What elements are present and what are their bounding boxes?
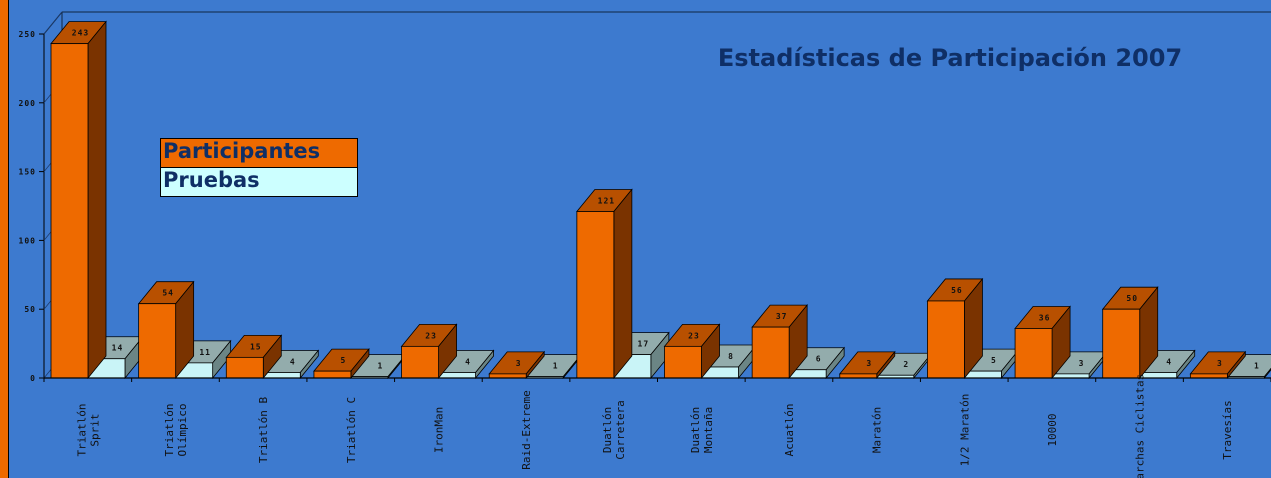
bar-participantes [50,20,107,380]
bar-pruebas-value-label: 5 [991,356,997,365]
bar-participantes-value-label: 121 [598,197,615,206]
x-category-label: Carretera [614,400,627,460]
bar-participantes-front [488,373,527,379]
bar-participantes-front [225,356,264,379]
legend-participantes: Participantes [161,139,357,167]
x-category-label: Triatlón C [345,397,358,463]
bar-participantes [751,303,808,380]
bar-pruebas-value-label: 6 [816,355,822,364]
bar-participantes-value-label: 15 [250,342,262,351]
y-tick-label: 250 [19,30,36,39]
legend: Participantes Pruebas [160,138,358,197]
bar-participantes [400,323,458,380]
x-category-label: Marchas Ciclistas [1134,374,1147,478]
bar-participantes-value-label: 3 [866,359,872,368]
bar-participantes-value-label: 54 [162,289,174,298]
bar-pruebas-value-label: 11 [199,348,211,357]
bar-participantes-value-label: 23 [425,331,437,340]
x-category-label: Montaña [702,407,715,453]
bar-pruebas-value-label: 1 [553,362,559,371]
bar-participantes-value-label: 243 [72,29,89,38]
bar-pruebas-value-label: 1 [378,362,384,371]
bar-pruebas-value-label: 4 [465,357,471,366]
bar-pruebas-value-label: 17 [638,340,650,349]
bar-participantes-front [138,303,177,379]
bar-participantes [663,323,721,380]
x-category-label: Acuatlón [783,404,796,457]
bar-participantes-value-label: 56 [951,286,963,295]
bar-participantes-side [87,20,107,380]
x-category-label: Olímpico [176,404,189,457]
y-tick-label: 50 [24,305,36,314]
bar-pruebas-value-label: 2 [903,360,909,369]
bar-pruebas-value-label: 8 [728,352,734,361]
bar-pruebas [262,349,320,380]
bar-participantes [1014,305,1071,380]
bar-participantes-front [927,300,965,379]
y-tick-label: 0 [30,374,36,383]
x-category-label: Duatlón [601,407,614,453]
x-category-label: Sprit [88,413,101,446]
bar-pruebas-value-label: 14 [112,344,124,353]
x-category-label: Raid-Extreme [520,390,533,469]
bar-pruebas-front [964,370,1002,379]
bar-participantes-front [664,345,702,379]
x-category-label: Triatlón [163,404,176,457]
bar-pruebas-value-label: 3 [1079,359,1085,368]
bar-participantes-value-label: 36 [1039,313,1051,322]
bar-pruebas-value-label: 1 [1254,362,1260,371]
x-category-label: Maratón [871,407,884,453]
bar-participantes [137,280,195,380]
legend-pruebas: Pruebas [161,167,357,196]
bar-participantes-front [50,43,89,379]
bar-participantes-front [1189,373,1228,379]
bar-participantes-side [613,188,633,380]
bar-pruebas-front [1051,373,1090,379]
bar-participantes-front [313,370,352,379]
chart-title: Estadísticas de Participación 2007 [717,44,1183,72]
bar-participantes [926,277,984,380]
bar-participantes [1101,286,1159,380]
bar-pruebas-value-label: 4 [1166,357,1172,366]
bar-participantes-value-label: 37 [776,312,788,321]
bar-participantes-value-label: 23 [688,331,700,340]
bar-pruebas-value-label: 4 [290,357,296,366]
bar-participantes-front [1014,328,1053,379]
x-category-label: Travesías [1221,400,1234,460]
bar-pruebas-front [438,372,476,379]
y-gridline-depth [43,11,63,35]
bar-participantes-front [751,326,790,379]
x-category-label: 1/2 Maratón [958,394,971,467]
bar-participantes-front [576,211,615,379]
bar-participantes [488,350,546,380]
bar-participantes-value-label: 50 [1126,294,1138,303]
bar-participantes-value-label: 3 [1217,359,1223,368]
x-category-label: 10000 [1046,413,1059,446]
bar-participantes-value-label: 3 [516,359,522,368]
x-category-label: Triatlón B [257,397,270,464]
x-category-label: Duatlón [689,407,702,453]
bar-participantes [576,188,633,380]
x-category-label: IronMan [432,407,445,453]
bar-participantes [313,347,370,380]
bar-participantes [1189,350,1247,380]
bar-participantes-front [839,373,878,379]
bar-participantes [225,334,283,380]
left-edge-strip [0,0,9,478]
bar-participantes-front [1102,308,1141,379]
bar-pruebas-front [262,372,301,379]
y-tick-label: 100 [19,236,36,245]
y-tick-label: 200 [19,99,36,108]
bar-participantes-value-label: 5 [341,356,347,365]
bar-participantes-front [401,345,439,379]
y-tick-label: 150 [19,168,36,177]
x-category-label: Triatlón [75,404,88,457]
